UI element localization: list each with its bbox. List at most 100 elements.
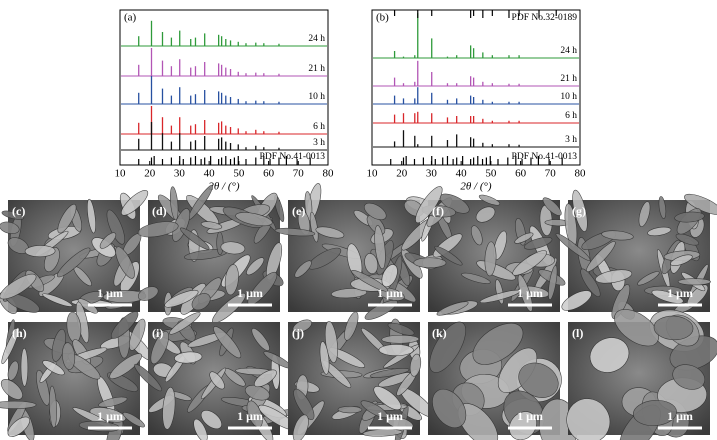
x-axis-label: 2θ / (°) [208, 181, 240, 193]
crystal [415, 186, 443, 224]
crystal [542, 197, 562, 216]
crystal [589, 337, 630, 373]
series-label: 21 h [308, 64, 325, 74]
crystal [518, 362, 559, 398]
scale-label: 1 μm [97, 409, 123, 423]
plot-frame [371, 9, 581, 166]
sem-image: (l) 1 μm [566, 309, 717, 440]
crystal [324, 320, 338, 364]
crystal [292, 414, 309, 440]
crystal [56, 247, 91, 278]
crystal [658, 196, 667, 219]
series-label: 10 h [560, 92, 577, 102]
x-tick-label: 70 [545, 168, 557, 180]
crystal [115, 246, 135, 279]
crystal [632, 400, 677, 426]
sem-label: (g) [572, 204, 586, 218]
panel-label: (b) [376, 12, 389, 24]
crystal [586, 241, 616, 272]
crystal [200, 409, 222, 430]
scale-label: 1 μm [377, 409, 403, 423]
crystal [351, 270, 389, 292]
crystal [611, 284, 631, 320]
sem-image: (e) 1 μm [274, 183, 435, 320]
scale-label: 1 μm [97, 286, 123, 300]
crystal [0, 400, 37, 409]
sem-image: (h) 1 μm [0, 301, 153, 440]
crystal [246, 257, 265, 276]
crystal [434, 245, 463, 266]
series-label: 24 h [308, 34, 325, 44]
crystal [472, 322, 524, 365]
sem-image: (c) 1 μm [0, 190, 149, 314]
crystal [319, 341, 330, 375]
crystal [484, 241, 497, 277]
sem-image: (f) 1 μm [413, 186, 571, 316]
x-tick-label: 40 [204, 168, 216, 180]
crystal [274, 227, 316, 237]
sem-image: (k) 1 μm [428, 321, 578, 440]
crystal [0, 221, 20, 234]
x-tick-label: 10 [367, 168, 379, 180]
x-tick-label: 30 [174, 168, 186, 180]
series-label: 3 h [565, 135, 577, 145]
crystal [216, 231, 224, 256]
crystal [304, 191, 313, 221]
crystal [561, 290, 592, 311]
crystal [461, 272, 491, 284]
crystal [572, 189, 588, 232]
scale-label: 1 μm [517, 286, 543, 300]
crystal [360, 400, 389, 418]
series-label: 21 h [560, 74, 577, 84]
crystal [150, 330, 169, 365]
sem-label: (e) [292, 204, 305, 218]
crystal [478, 194, 501, 206]
crystal [180, 227, 210, 250]
x-tick-label: 50 [485, 168, 497, 180]
crystal [432, 388, 467, 429]
x-tick-label: 20 [396, 168, 408, 180]
crystal [677, 278, 711, 286]
crystal [651, 289, 684, 304]
scale-label: 1 μm [667, 286, 693, 300]
x-tick-label: 60 [515, 168, 527, 180]
sem-image: (i) 1 μm [134, 312, 296, 440]
scale-label: 1 μm [237, 409, 263, 423]
x-tick-label: 80 [323, 168, 335, 180]
plot-frame [119, 9, 329, 166]
crystal [109, 353, 142, 380]
sem-label: (f) [432, 204, 444, 218]
crystal [475, 206, 496, 223]
crystal [337, 406, 363, 414]
crystal [364, 253, 379, 275]
crystal [110, 311, 139, 339]
crystal [309, 211, 319, 243]
crystal [429, 321, 466, 373]
crystal [601, 230, 634, 241]
crystal [42, 360, 65, 376]
crystal [674, 211, 705, 223]
sem-label: (i) [152, 326, 163, 340]
crystal [0, 379, 23, 400]
crystal [670, 254, 693, 267]
reference-label: PDF No.41-0013 [512, 152, 578, 162]
x-axis-label: 2θ / (°) [460, 181, 492, 193]
crystal [555, 233, 591, 261]
crystal [164, 289, 199, 308]
crystal [191, 293, 211, 311]
sem-label: (c) [12, 204, 25, 218]
sem-image: (d) 1 μm [137, 184, 285, 324]
crystal [24, 245, 56, 258]
sem-label: (h) [12, 326, 27, 340]
crystal [121, 190, 149, 216]
crystal [48, 385, 57, 429]
reference-label: PDF No.32-0189 [512, 13, 578, 23]
crystal [169, 312, 201, 335]
crystal [0, 273, 37, 300]
crystal [330, 288, 368, 299]
crystal [675, 233, 700, 246]
crystal [254, 369, 277, 388]
crystal [292, 319, 313, 333]
crystal [512, 250, 547, 276]
series-label: 10 h [308, 92, 325, 102]
